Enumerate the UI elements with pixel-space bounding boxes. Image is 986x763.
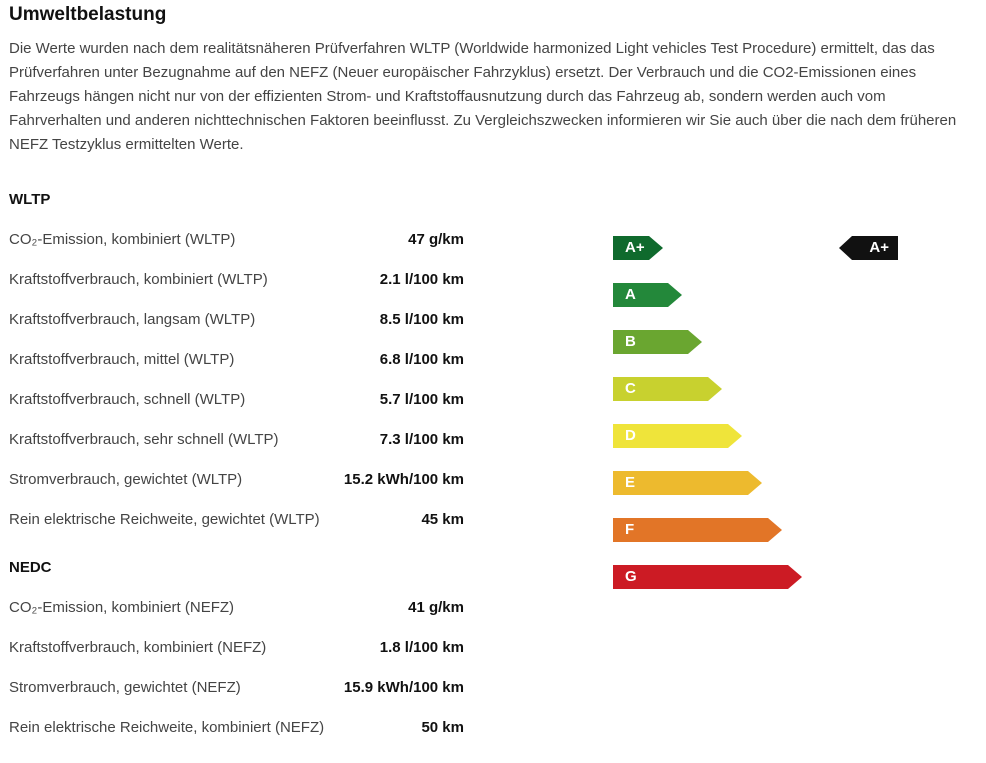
wltp-row-value: 45 km bbox=[421, 511, 464, 528]
nedc-row-value: 15.9 kWh/100 km bbox=[343, 679, 464, 696]
current-efficiency-indicator: A+ bbox=[839, 236, 898, 260]
wltp-row: CO₂-Emission, kombiniert (WLTP) 47 g/km bbox=[9, 220, 464, 260]
wltp-row-value: 47 g/km bbox=[408, 231, 464, 248]
wltp-row-label: Kraftstoffverbrauch, langsam (WLTP) bbox=[9, 311, 256, 328]
nedc-row: Kraftstoffverbrauch, kombiniert (NEFZ) 1.… bbox=[9, 628, 464, 668]
wltp-row-value: 6.8 l/100 km bbox=[379, 351, 464, 368]
nedc-row-label: CO₂-Emission, kombiniert (NEFZ) bbox=[9, 599, 235, 616]
wltp-row: Kraftstoffverbrauch, sehr schnell (WLTP)… bbox=[9, 420, 464, 460]
nedc-row-label: Stromverbrauch, gewichtet (NEFZ) bbox=[9, 679, 241, 696]
nedc-row-label: Kraftstoffverbrauch, kombiniert (NEFZ) bbox=[9, 639, 267, 656]
wltp-row: Kraftstoffverbrauch, schnell (WLTP) 5.7 l… bbox=[9, 380, 464, 420]
wltp-row-label: Kraftstoffverbrauch, mittel (WLTP) bbox=[9, 351, 235, 368]
wltp-row-value: 15.2 kWh/100 km bbox=[343, 471, 464, 488]
wltp-row-label: Rein elektrische Reichweite, gewichtet (… bbox=[9, 511, 320, 528]
nedc-row: Stromverbrauch, gewichtet (NEFZ) 15.9 kWh… bbox=[9, 668, 464, 708]
nedc-table: CO₂-Emission, kombiniert (NEFZ) 41 g/km Kr… bbox=[9, 588, 464, 748]
wltp-row: Kraftstoffverbrauch, langsam (WLTP) 8.5 l… bbox=[9, 300, 464, 340]
wltp-heading: WLTP bbox=[9, 191, 51, 208]
nedc-row-value: 41 g/km bbox=[408, 599, 464, 616]
efficiency-class-arrow: G bbox=[613, 565, 802, 589]
nedc-row-value: 50 km bbox=[421, 719, 464, 736]
efficiency-class-arrow: D bbox=[613, 424, 742, 448]
wltp-row: Rein elektrische Reichweite, gewichtet (… bbox=[9, 500, 464, 540]
wltp-table: CO₂-Emission, kombiniert (WLTP) 47 g/km Kr… bbox=[9, 220, 464, 540]
wltp-row-value: 8.5 l/100 km bbox=[379, 311, 464, 328]
wltp-row-value: 5.7 l/100 km bbox=[379, 391, 464, 408]
wltp-row-label: Kraftstoffverbrauch, sehr schnell (WLTP) bbox=[9, 431, 279, 448]
nedc-row-label: Rein elektrische Reichweite, kombiniert … bbox=[9, 719, 325, 736]
wltp-row: Kraftstoffverbrauch, mittel (WLTP) 6.8 l/… bbox=[9, 340, 464, 380]
efficiency-class-arrow: F bbox=[613, 518, 782, 542]
intro-text: Die Werte wurden nach dem realitätsnäher… bbox=[9, 40, 957, 153]
nedc-row: CO₂-Emission, kombiniert (NEFZ) 41 g/km bbox=[9, 588, 464, 628]
wltp-row-label: CO₂-Emission, kombiniert (WLTP) bbox=[9, 231, 236, 248]
wltp-row-label: Kraftstoffverbrauch, schnell (WLTP) bbox=[9, 391, 246, 408]
wltp-row-label: Stromverbrauch, gewichtet (WLTP) bbox=[9, 471, 243, 488]
efficiency-class-arrow: B bbox=[613, 330, 702, 354]
wltp-row-value: 7.3 l/100 km bbox=[379, 431, 464, 448]
wltp-row: Kraftstoffverbrauch, kombiniert (WLTP) 2.… bbox=[9, 260, 464, 300]
wltp-row-label: Kraftstoffverbrauch, kombiniert (WLTP) bbox=[9, 271, 268, 288]
efficiency-class-arrow: E bbox=[613, 471, 762, 495]
nedc-row-value: 1.8 l/100 km bbox=[379, 639, 464, 656]
efficiency-class-arrow: A+ bbox=[613, 236, 663, 260]
efficiency-class-arrow: A bbox=[613, 283, 682, 307]
wltp-row: Stromverbrauch, gewichtet (WLTP) 15.2 kWh… bbox=[9, 460, 464, 500]
nedc-row: Rein elektrische Reichweite, kombiniert … bbox=[9, 708, 464, 748]
nedc-heading: NEDC bbox=[9, 559, 52, 576]
page-title: Umweltbelastung bbox=[9, 4, 167, 25]
efficiency-class-arrow: C bbox=[613, 377, 722, 401]
wltp-row-value: 2.1 l/100 km bbox=[379, 271, 464, 288]
